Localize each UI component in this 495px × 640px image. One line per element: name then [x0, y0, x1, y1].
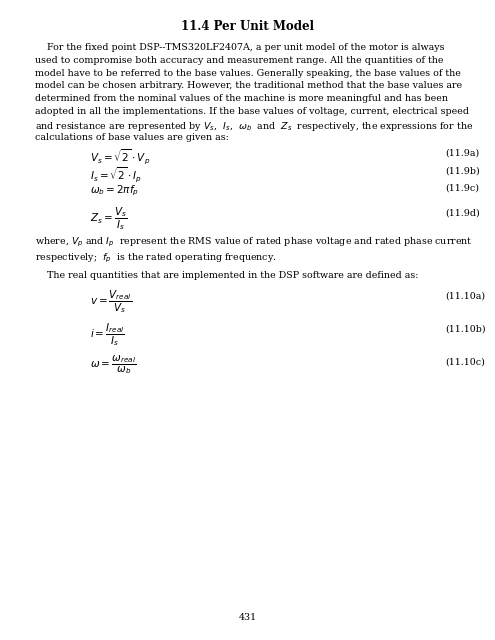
Text: $\omega = \dfrac{\omega_{real}}{\omega_b}$: $\omega = \dfrac{\omega_{real}}{\omega_b…	[90, 353, 136, 376]
Text: $Z_s = \dfrac{V_s}{I_s}$: $Z_s = \dfrac{V_s}{I_s}$	[90, 205, 127, 232]
Text: determined from the nominal values of the machine is more meaningful and has bee: determined from the nominal values of th…	[35, 94, 448, 103]
Text: (11.9c): (11.9c)	[445, 184, 479, 193]
Text: 11.4 Per Unit Model: 11.4 Per Unit Model	[181, 20, 314, 33]
Text: 431: 431	[239, 613, 256, 622]
Text: For the fixed point DSP--TMS320LF2407A, a per unit model of the motor is always: For the fixed point DSP--TMS320LF2407A, …	[35, 43, 445, 52]
Text: calculations of base values are given as:: calculations of base values are given as…	[35, 132, 229, 141]
Text: where, $V_p$ and $I_p$  represent the RMS value of rated phase voltage and rated: where, $V_p$ and $I_p$ represent the RMS…	[35, 236, 473, 249]
Text: The real quantities that are implemented in the DSP software are defined as:: The real quantities that are implemented…	[35, 271, 418, 280]
Text: $V_s = \sqrt{2} \cdot V_p$: $V_s = \sqrt{2} \cdot V_p$	[90, 148, 150, 168]
Text: (11.9d): (11.9d)	[445, 209, 480, 218]
Text: $v = \dfrac{V_{real}}{V_s}$: $v = \dfrac{V_{real}}{V_s}$	[90, 288, 132, 315]
Text: $I_s = \sqrt{2} \cdot I_p$: $I_s = \sqrt{2} \cdot I_p$	[90, 166, 142, 185]
Text: model can be chosen arbitrary. However, the traditional method that the base val: model can be chosen arbitrary. However, …	[35, 81, 462, 90]
Text: (11.9a): (11.9a)	[445, 148, 479, 157]
Text: $\omega_b = 2\pi f_p$: $\omega_b = 2\pi f_p$	[90, 184, 139, 198]
Text: respectively;  $f_p$  is the rated operating frequency.: respectively; $f_p$ is the rated operati…	[35, 252, 277, 266]
Text: adopted in all the implementations. If the base values of voltage, current, elec: adopted in all the implementations. If t…	[35, 107, 469, 116]
Text: (11.10c): (11.10c)	[445, 358, 485, 367]
Text: model have to be referred to the base values. Generally speaking, the base value: model have to be referred to the base va…	[35, 68, 461, 77]
Text: (11.10a): (11.10a)	[445, 292, 485, 301]
Text: $i = \dfrac{I_{real}}{I_s}$: $i = \dfrac{I_{real}}{I_s}$	[90, 321, 125, 348]
Text: and resistance are represented by $V_s$,  $I_s$,  $\omega_b$  and  $Z_s$  respec: and resistance are represented by $V_s$,…	[35, 120, 473, 132]
Text: (11.9b): (11.9b)	[445, 166, 480, 175]
Text: (11.10b): (11.10b)	[445, 324, 486, 334]
Text: used to compromise both accuracy and measurement range. All the quantities of th: used to compromise both accuracy and mea…	[35, 56, 444, 65]
